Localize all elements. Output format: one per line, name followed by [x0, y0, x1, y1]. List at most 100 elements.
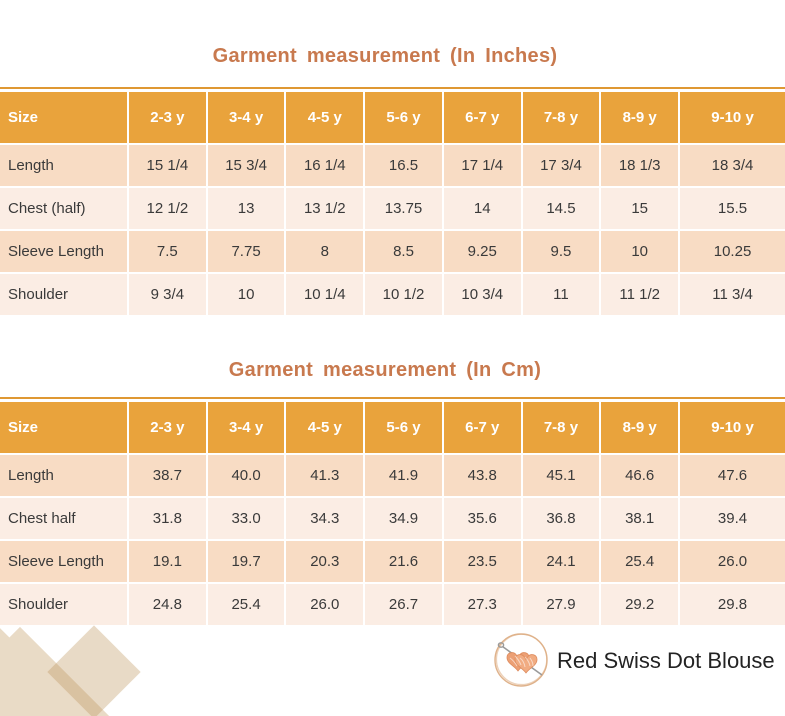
header-cell: Size [0, 402, 127, 453]
header-cell: 5-6 y [365, 92, 442, 143]
value-cell: 17 3/4 [522, 145, 600, 186]
value-cell: 15.5 [680, 188, 785, 229]
value-cell: 15 3/4 [207, 145, 285, 186]
header-cell: 2-3 y [129, 92, 206, 143]
value-cell: 24.8 [129, 584, 206, 625]
value-cell: 38.7 [129, 455, 206, 496]
table-row: Shoulder 9 3/4 10 10 1/4 10 1/2 10 3/4 11 11 1/… [0, 274, 785, 315]
table-top-border [0, 87, 785, 89]
value-cell: 8.5 [365, 231, 442, 272]
value-cell: 14.5 [522, 188, 600, 229]
table-row: Length 38.7 40.0 41.3 41.9 43.8 45.1 46.6 47.6 [0, 455, 785, 496]
value-cell: 47.6 [680, 455, 785, 496]
row-label-cell: Shoulder [0, 584, 127, 625]
hearts-and-needle-icon [494, 633, 548, 687]
header-cell: 2-3 y [129, 402, 206, 453]
table-row: Length 15 1/4 15 3/4 16 1/4 16.5 17 1/4 17 3/4… [0, 145, 785, 186]
table-row: Sleeve Length 7.5 7.75 8 8.5 9.25 9.5 10 10.25 [0, 231, 785, 272]
value-cell: 21.6 [365, 541, 442, 582]
header-cell: 7-8 y [522, 402, 600, 453]
value-cell: 15 [601, 188, 679, 229]
header-cell: 4-5 y [286, 92, 364, 143]
value-cell: 18 3/4 [680, 145, 785, 186]
header-cell: 6-7 y [443, 402, 521, 453]
value-cell: 12 1/2 [129, 188, 206, 229]
value-cell: 10 1/2 [365, 274, 442, 315]
value-cell: 38.1 [601, 498, 679, 539]
row-label-cell: Chest half [0, 498, 127, 539]
header-cell: 7-8 y [522, 92, 600, 143]
value-cell: 13 1/2 [286, 188, 364, 229]
value-cell: 13 [207, 188, 285, 229]
value-cell: 16 1/4 [286, 145, 364, 186]
value-cell: 17 1/4 [443, 145, 521, 186]
value-cell: 26.0 [286, 584, 364, 625]
value-cell: 10.25 [680, 231, 785, 272]
value-cell: 19.7 [207, 541, 285, 582]
table-row: Shoulder 24.8 25.4 26.0 26.7 27.3 27.9 29.2 29.8 [0, 584, 785, 625]
row-label-cell: Length [0, 145, 127, 186]
value-cell: 9 3/4 [129, 274, 206, 315]
value-cell: 19.1 [129, 541, 206, 582]
table-row: Chest half 31.8 33.0 34.3 34.9 35.6 36.8 38.1 39… [0, 498, 785, 539]
value-cell: 16.5 [365, 145, 442, 186]
value-cell: 11 1/2 [601, 274, 679, 315]
brand-name: Red Swiss Dot Blouse [557, 648, 775, 673]
value-cell: 29.8 [680, 584, 785, 625]
row-label-cell: Sleeve Length [0, 231, 127, 272]
header-cell: 9-10 y [680, 402, 785, 453]
table-top-border [0, 397, 785, 399]
value-cell: 24.1 [522, 541, 600, 582]
value-cell: 10 [601, 231, 679, 272]
value-cell: 27.9 [522, 584, 600, 625]
table-row: Sleeve Length 19.1 19.7 20.3 21.6 23.5 24.1 25.… [0, 541, 785, 582]
value-cell: 41.9 [365, 455, 442, 496]
value-cell: 9.25 [443, 231, 521, 272]
value-cell: 45.1 [522, 455, 600, 496]
value-cell: 26.0 [680, 541, 785, 582]
value-cell: 39.4 [680, 498, 785, 539]
header-cell: 9-10 y [680, 92, 785, 143]
value-cell: 43.8 [443, 455, 521, 496]
header-cell: 4-5 y [286, 402, 364, 453]
value-cell: 14 [443, 188, 521, 229]
value-cell: 15 1/4 [129, 145, 206, 186]
value-cell: 26.7 [365, 584, 442, 625]
value-cell: 33.0 [207, 498, 285, 539]
header-cell: 3-4 y [207, 92, 285, 143]
value-cell: 36.8 [522, 498, 600, 539]
row-label-cell: Chest (half) [0, 188, 127, 229]
value-cell: 35.6 [443, 498, 521, 539]
row-label-cell: Shoulder [0, 274, 127, 315]
cm-table-title: Garment measurement (In Cm) [228, 359, 542, 381]
value-cell: 20.3 [286, 541, 364, 582]
value-cell: 10 [207, 274, 285, 315]
value-cell: 40.0 [207, 455, 285, 496]
value-cell: 41.3 [286, 455, 364, 496]
header-cell: Size [0, 92, 127, 143]
row-label-cell: Sleeve Length [0, 541, 127, 582]
header-cell: 6-7 y [443, 92, 521, 143]
value-cell: 8 [286, 231, 364, 272]
value-cell: 29.2 [601, 584, 679, 625]
value-cell: 7.75 [207, 231, 285, 272]
value-cell: 9.5 [522, 231, 600, 272]
value-cell: 25.4 [207, 584, 285, 625]
value-cell: 34.9 [365, 498, 442, 539]
value-cell: 46.6 [601, 455, 679, 496]
value-cell: 31.8 [129, 498, 206, 539]
header-cell: 3-4 y [207, 402, 285, 453]
value-cell: 11 [522, 274, 600, 315]
value-cell: 23.5 [443, 541, 521, 582]
value-cell: 34.3 [286, 498, 364, 539]
row-label-cell: Length [0, 455, 127, 496]
value-cell: 27.3 [443, 584, 521, 625]
header-cell: 5-6 y [365, 402, 442, 453]
inches-table-title: Garment measurement (In Inches) [212, 45, 558, 67]
header-cell: 8-9 y [601, 402, 679, 453]
